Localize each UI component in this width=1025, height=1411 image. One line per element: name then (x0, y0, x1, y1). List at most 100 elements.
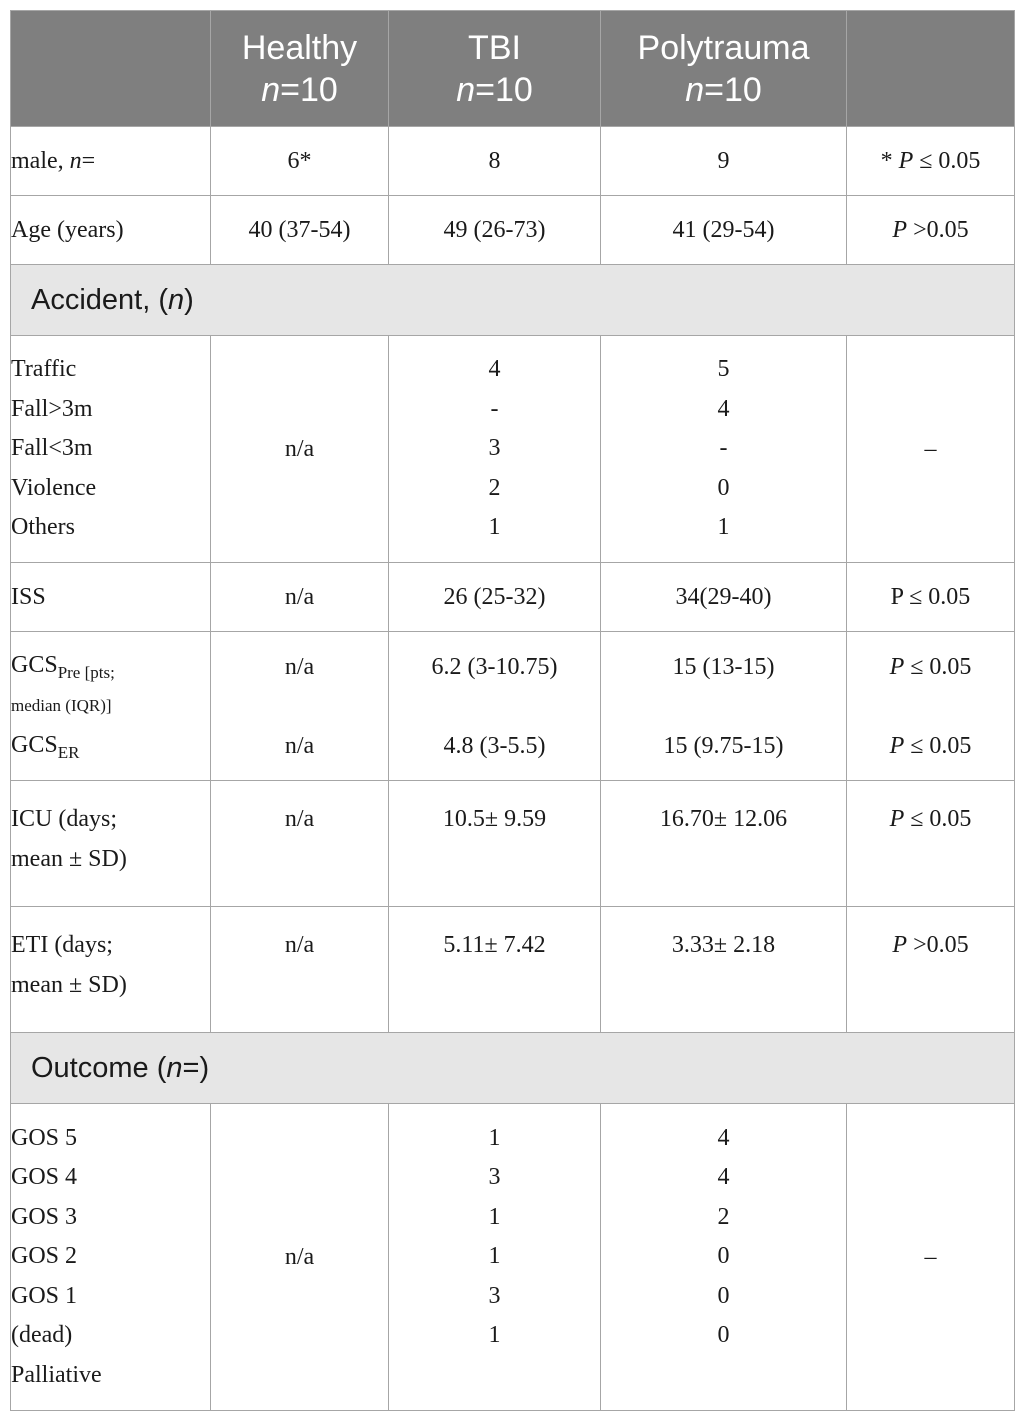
accident-poly: 5 4 - 0 1 (600, 335, 847, 563)
iss-label: ISS (10, 562, 211, 632)
accident-poly-value: 0 (717, 474, 730, 501)
icu-healthy: n/a (210, 780, 389, 907)
accident-tbi: 4 - 3 2 1 (388, 335, 601, 563)
age-label: Age (years) (10, 195, 211, 265)
eti-label: ETI (days; mean ± SD) (10, 906, 211, 1033)
header-tbi-title: TBI (468, 28, 521, 67)
outcome-tbi-value: 1 (488, 1243, 501, 1270)
accident-poly-value: 1 (717, 514, 730, 541)
gcs-poly-pre: 15 (13-15) (672, 653, 775, 680)
age-tbi: 49 (26-73) (388, 195, 601, 265)
row-male: male, n= 6* 8 9 * P ≤ 0.05 (10, 126, 1015, 196)
gcs-healthy-er: n/a (284, 732, 315, 759)
outcome-poly-value: 4 (717, 1164, 730, 1191)
outcome-tbi-value: 3 (488, 1164, 501, 1191)
header-empty-left (10, 10, 211, 127)
row-iss: ISS n/a 26 (25-32) 34(29-40) P ≤ 0.05 (10, 562, 1015, 632)
outcome-label: GOS 2 (11, 1243, 78, 1270)
demographics-table: Healthy n=10 TBI n=10 Polytrauma n=10 ma… (10, 10, 1015, 1411)
row-accident: Traffic Fall>3m Fall<3m Violence Others … (10, 335, 1015, 563)
iss-p: P ≤ 0.05 (846, 562, 1015, 632)
header-tbi-n: n=10 (456, 70, 533, 109)
outcome-label: GOS 5 (11, 1124, 78, 1151)
iss-poly: 34(29-40) (600, 562, 847, 632)
row-outcome: GOS 5 GOS 4 GOS 3 GOS 2 GOS 1 (dead) Pal… (10, 1103, 1015, 1411)
row-eti: ETI (days; mean ± SD) n/a 5.11± 7.42 3.3… (10, 906, 1015, 1033)
outcome-poly: 4 4 2 0 0 0 (600, 1103, 847, 1411)
gcs-tbi-er: 4.8 (3-5.5) (443, 732, 546, 759)
header-healthy: Healthy n=10 (210, 10, 389, 127)
accident-tbi-value: 1 (488, 514, 501, 541)
male-poly: 9 (600, 126, 847, 196)
outcome-poly-value: 4 (717, 1124, 730, 1151)
eti-poly: 3.33± 2.18 (600, 906, 847, 1033)
accident-tbi-value: 3 (488, 435, 501, 462)
outcome-tbi-value: 1 (488, 1203, 501, 1230)
header-empty-right (846, 10, 1015, 127)
gcs-p-pre: P ≤ 0.05 (889, 653, 972, 680)
gcs-tbi-pre: 6.2 (3-10.75) (431, 653, 558, 680)
male-healthy: 6* (210, 126, 389, 196)
icu-tbi: 10.5± 9.59 (388, 780, 601, 907)
header-row: Healthy n=10 TBI n=10 Polytrauma n=10 (10, 10, 1015, 127)
accident-label: Traffic (11, 356, 77, 383)
outcome-tbi: 1 3 1 1 3 1 (388, 1103, 601, 1411)
outcome-poly-value: 0 (717, 1282, 730, 1309)
outcome-poly-value: 2 (717, 1203, 730, 1230)
gcs-poly: 15 (13-15) 15 (9.75-15) (600, 631, 847, 781)
eti-p: P >0.05 (846, 906, 1015, 1033)
accident-tbi-value: - (490, 395, 499, 422)
gcs-p-er: P ≤ 0.05 (889, 732, 972, 759)
gcs-pre-label-cont: median (IQR)] (11, 696, 112, 715)
icu-p: P ≤ 0.05 (846, 780, 1015, 907)
accident-p: – (846, 335, 1015, 563)
male-p: * P ≤ 0.05 (846, 126, 1015, 196)
icu-label: ICU (days; mean ± SD) (10, 780, 211, 907)
accident-poly-value: - (719, 435, 728, 462)
outcome-label: GOS 1 (11, 1282, 78, 1309)
accident-poly-value: 4 (717, 395, 730, 422)
iss-tbi: 26 (25-32) (388, 562, 601, 632)
outcome-poly-value: 0 (717, 1243, 730, 1270)
accident-label: Others (11, 514, 75, 541)
outcome-tbi-value: 3 (488, 1282, 501, 1309)
gcs-pre-label: GCSPre [pts; (11, 652, 115, 682)
accident-label: Fall>3m (11, 395, 93, 422)
icu-poly: 16.70± 12.06 (600, 780, 847, 907)
outcome-section-title: Outcome (n=) (10, 1032, 1015, 1104)
header-polytrauma-title: Polytrauma (637, 28, 810, 67)
accident-poly-value: 5 (717, 356, 730, 383)
outcome-label: Palliative (11, 1361, 102, 1388)
accident-label: Fall<3m (11, 435, 93, 462)
row-gcs: GCSPre [pts; median (IQR)] GCSER n/a n/a… (10, 631, 1015, 781)
outcome-poly-value: 0 (717, 1322, 730, 1349)
outcome-labels: GOS 5 GOS 4 GOS 3 GOS 2 GOS 1 (dead) Pal… (10, 1103, 211, 1411)
gcs-healthy: n/a n/a (210, 631, 389, 781)
header-polytrauma: Polytrauma n=10 (600, 10, 847, 127)
gcs-tbi: 6.2 (3-10.75) 4.8 (3-5.5) (388, 631, 601, 781)
outcome-label: (dead) (11, 1322, 73, 1349)
age-healthy: 40 (37-54) (210, 195, 389, 265)
accident-tbi-value: 4 (488, 356, 501, 383)
male-tbi: 8 (388, 126, 601, 196)
outcome-label: GOS 3 (11, 1203, 78, 1230)
gcs-poly-er: 15 (9.75-15) (663, 732, 784, 759)
section-accident: Accident, (n) (10, 264, 1015, 336)
accident-section-title: Accident, (n) (10, 264, 1015, 336)
accident-tbi-value: 2 (488, 474, 501, 501)
age-p: P >0.05 (846, 195, 1015, 265)
iss-healthy: n/a (210, 562, 389, 632)
accident-healthy: n/a (210, 335, 389, 563)
row-age: Age (years) 40 (37-54) 49 (26-73) 41 (29… (10, 195, 1015, 265)
accident-label: Violence (11, 474, 97, 501)
gcs-labels: GCSPre [pts; median (IQR)] GCSER (10, 631, 211, 781)
gcs-er-label: GCSER (11, 732, 80, 762)
gcs-p: P ≤ 0.05 P ≤ 0.05 (846, 631, 1015, 781)
age-poly: 41 (29-54) (600, 195, 847, 265)
eti-healthy: n/a (210, 906, 389, 1033)
gcs-healthy-pre: n/a (284, 653, 315, 680)
header-healthy-title: Healthy (241, 28, 358, 67)
male-label: male, n= (10, 126, 211, 196)
row-icu: ICU (days; mean ± SD) n/a 10.5± 9.59 16.… (10, 780, 1015, 907)
outcome-healthy: n/a (210, 1103, 389, 1411)
